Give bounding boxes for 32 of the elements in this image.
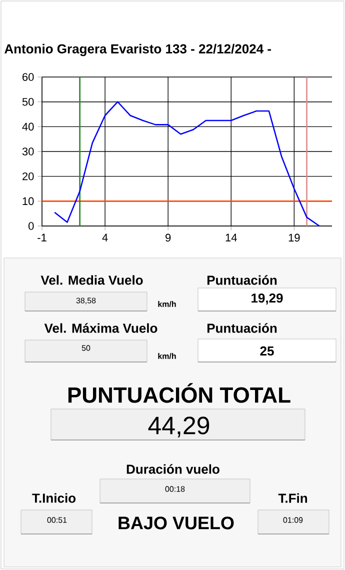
y-tick-label: 60 — [22, 73, 34, 81]
text: BAJO VUELO — [118, 516, 234, 530]
y-tick-label: 30 — [22, 148, 34, 156]
text: Puntuación — [207, 323, 277, 333]
y-tick-label: 40 — [22, 122, 34, 131]
text: 44,29 — [148, 416, 210, 438]
text: Puntuación — [207, 275, 277, 285]
text: Vel. Media Vuelo — [40, 275, 143, 285]
x-tick-label: 19 — [288, 234, 300, 242]
text: km/h — [158, 353, 176, 359]
x-tick-label: 14 — [226, 234, 237, 242]
text: PUNTUACIÓN TOTAL — [68, 383, 290, 403]
text: 01:09 — [283, 517, 303, 523]
text: 19,29 — [252, 293, 283, 305]
text: Vel. Máxima Vuelo — [44, 323, 158, 333]
y-tick-label: 0 — [28, 222, 34, 230]
chart-title: Antonio Gragera Evaristo 133 - 22/12/2024 - — [4, 44, 271, 56]
text: Duración vuelo — [126, 464, 220, 474]
x-tick-label: 4 — [102, 234, 108, 242]
y-tick-label: 10 — [22, 197, 34, 206]
text: 38,58 — [76, 298, 96, 304]
text: T.Inicio — [32, 493, 76, 503]
text: km/h — [158, 301, 176, 307]
y-tick-label: 20 — [22, 172, 34, 180]
x-tick-label: -1 — [38, 234, 46, 242]
y-tick-label: 50 — [22, 98, 34, 106]
text: 00:18 — [165, 486, 185, 492]
text: T.Fin — [278, 493, 308, 503]
x-tick-label: 9 — [166, 234, 171, 242]
text: 50 — [82, 345, 90, 351]
text: 00:51 — [47, 517, 67, 523]
text: 25 — [260, 346, 274, 356]
